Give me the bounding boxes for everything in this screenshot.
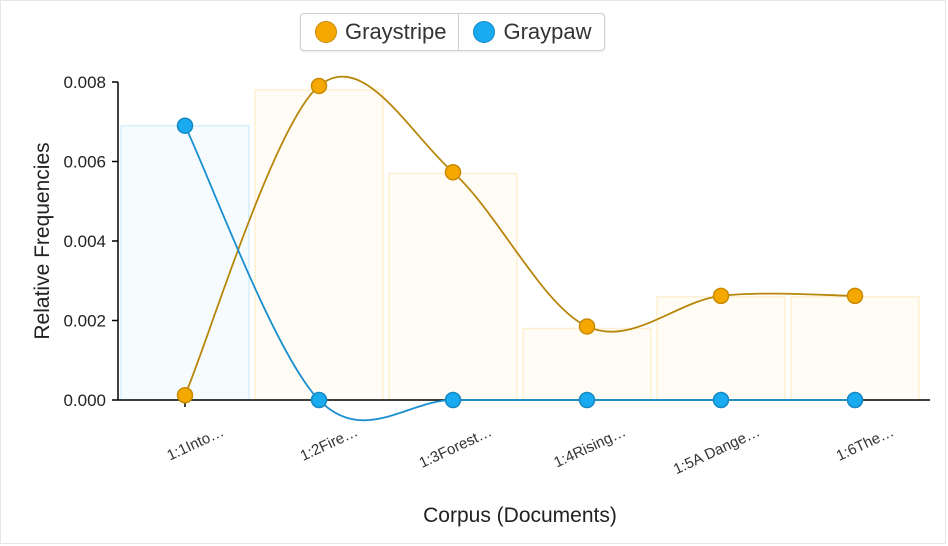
- data-point-graypaw: [444, 391, 462, 409]
- points-layer: [176, 77, 864, 409]
- y-tick-label: 0.002: [63, 312, 106, 331]
- data-point-graystripe: [444, 163, 462, 181]
- data-point-graystripe: [846, 287, 864, 305]
- legend: Graystripe Graypaw: [300, 13, 605, 51]
- y-axis-label: Relative Frequencies: [31, 142, 54, 339]
- data-point-graypaw: [712, 391, 730, 409]
- bar-5: [656, 295, 786, 401]
- data-point-graystripe: [310, 77, 328, 95]
- y-tick-label: 0.008: [63, 73, 106, 92]
- x-tick-label: 1:2Fire…: [298, 423, 361, 464]
- legend-item-graypaw[interactable]: Graypaw: [458, 14, 603, 50]
- bar-3: [388, 172, 518, 401]
- legend-item-graystripe[interactable]: Graystripe: [301, 14, 458, 50]
- x-tick-label: 1:6The…: [834, 423, 897, 464]
- legend-label-graypaw: Graypaw: [503, 19, 592, 44]
- graypaw-legend-dot: [473, 21, 496, 43]
- data-point-graystripe: [176, 386, 194, 404]
- bar-1: [120, 124, 250, 401]
- x-tick-label: 1:4Rising…: [551, 423, 628, 471]
- x-axis-label: Corpus (Documents): [423, 504, 617, 527]
- data-point-graypaw: [176, 117, 194, 134]
- y-tick-label: 0.006: [63, 153, 106, 172]
- graystripe-legend-dot: [315, 21, 337, 43]
- y-tick-label: 0.004: [63, 232, 106, 251]
- bar-4: [522, 327, 652, 401]
- data-point-graypaw: [578, 391, 596, 409]
- bar-2: [254, 89, 384, 401]
- bars-layer: [120, 89, 920, 401]
- data-point-graypaw: [846, 391, 864, 409]
- x-tick-label: 1:1Into…: [164, 423, 226, 464]
- y-tick-label: 0.000: [63, 391, 106, 410]
- data-point-graystripe: [712, 287, 730, 305]
- data-point-graypaw: [310, 391, 328, 409]
- x-tick-label: 1:5A Dange…: [671, 423, 763, 478]
- legend-label-graystripe: Graystripe: [345, 19, 447, 44]
- x-tick-label: 1:3Forest…: [416, 423, 494, 472]
- bar-6: [790, 295, 920, 401]
- data-point-graystripe: [578, 318, 596, 335]
